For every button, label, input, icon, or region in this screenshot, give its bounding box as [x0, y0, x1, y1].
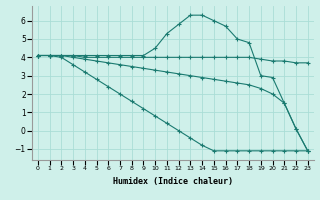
X-axis label: Humidex (Indice chaleur): Humidex (Indice chaleur)	[113, 177, 233, 186]
